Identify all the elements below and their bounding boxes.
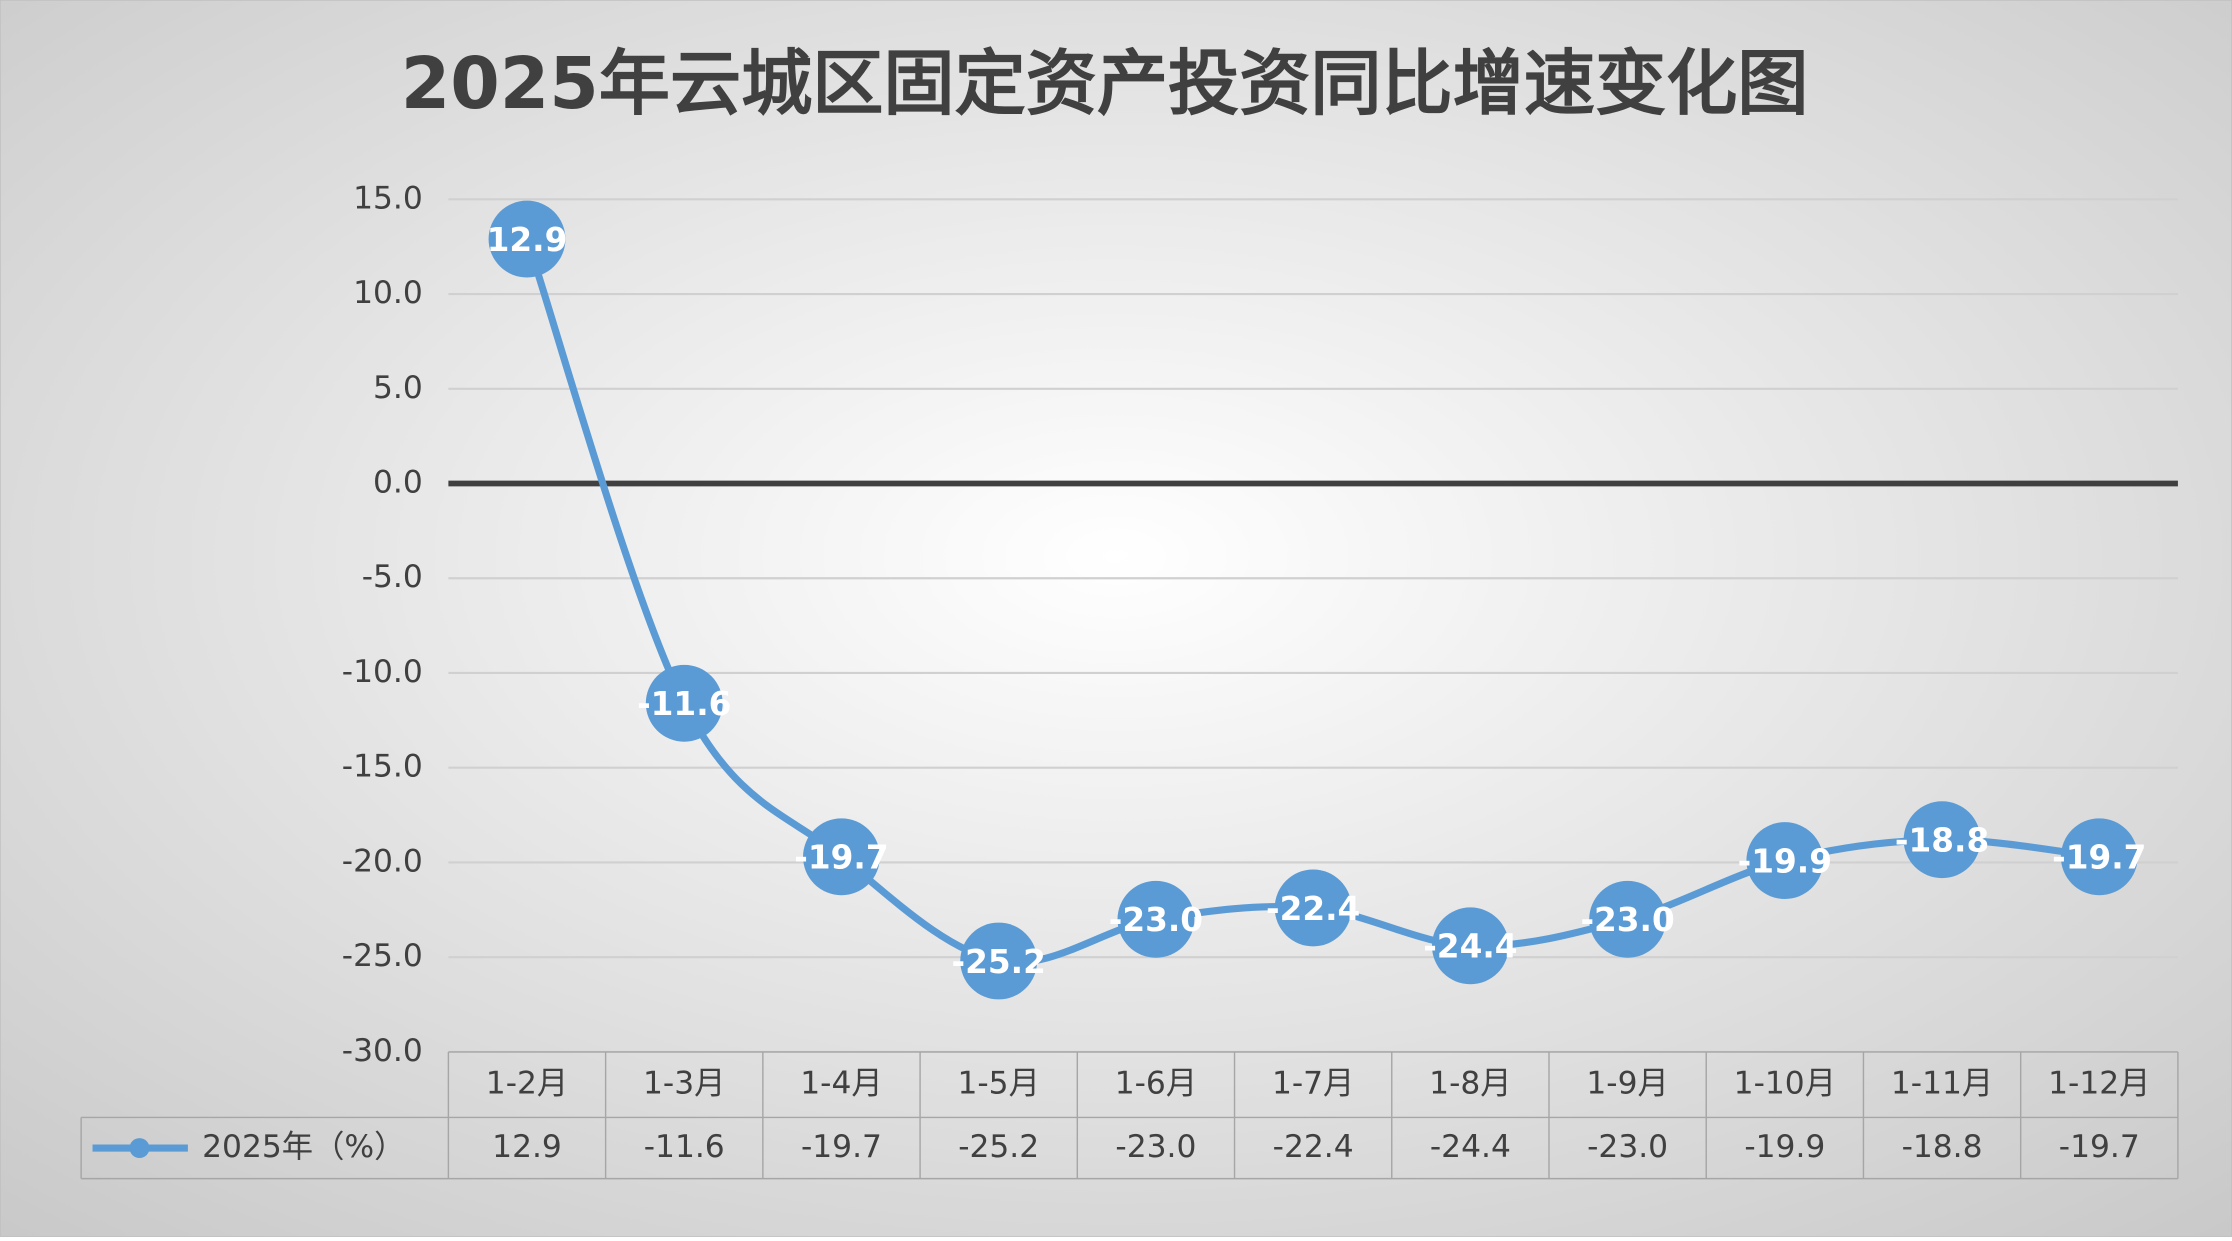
x-tick-label: 1-2月 <box>486 1066 568 1102</box>
marker <box>1746 822 1824 900</box>
marker <box>960 922 1038 1000</box>
x-tick-label: 1-12月 <box>2048 1066 2150 1102</box>
x-tick-label: 1-4月 <box>800 1066 882 1102</box>
marker <box>645 664 723 742</box>
y-tick-label: -30.0 <box>342 1033 423 1069</box>
marker <box>803 818 880 896</box>
chart-title: 2025年云城区固定资产投资同比增速变化图 <box>401 42 1809 125</box>
table-value: -19.9 <box>1744 1129 1825 1165</box>
x-tick-label: 1-10月 <box>1734 1066 1836 1102</box>
y-tick-label: -25.0 <box>342 938 423 974</box>
table-value: -22.4 <box>1273 1129 1354 1165</box>
y-tick-label: -15.0 <box>342 749 423 785</box>
marker <box>1274 869 1352 947</box>
x-tick-label: 1-6月 <box>1115 1066 1197 1102</box>
legend-marker <box>129 1138 150 1158</box>
data-label: -23.0 <box>1109 901 1203 939</box>
y-tick-label: 15.0 <box>353 180 423 216</box>
marker <box>1117 880 1195 958</box>
data-label: -19.9 <box>1738 842 1832 880</box>
data-label: -19.7 <box>2052 839 2146 877</box>
table-value: -11.6 <box>644 1129 725 1165</box>
x-tick-label: 1-9月 <box>1586 1066 1668 1102</box>
data-label: -18.8 <box>1895 822 1989 860</box>
data-label: -25.2 <box>952 943 1046 981</box>
table-value: -19.7 <box>801 1129 882 1165</box>
x-tick-label: 1-8月 <box>1429 1066 1511 1102</box>
data-label: -23.0 <box>1580 901 1674 939</box>
table-value: -24.4 <box>1430 1129 1511 1165</box>
table-value: -18.8 <box>1902 1129 1983 1165</box>
data-label: -24.4 <box>1423 928 1517 966</box>
legend-label: 2025年（%） <box>202 1129 405 1165</box>
y-tick-label: -10.0 <box>342 654 423 690</box>
y-tick-label: 10.0 <box>353 275 423 311</box>
marker <box>488 200 566 278</box>
y-tick-label: 0.0 <box>373 465 423 501</box>
marker <box>1903 801 1981 879</box>
data-label: -22.4 <box>1266 890 1360 928</box>
x-tick-label: 1-5月 <box>957 1066 1039 1102</box>
data-label: -19.7 <box>794 839 888 877</box>
x-tick-label: 1-11月 <box>1891 1066 1993 1102</box>
y-tick-label: -5.0 <box>362 559 423 595</box>
data-label: -11.6 <box>637 685 731 723</box>
table-value: -19.7 <box>2059 1129 2140 1165</box>
y-tick-label: 5.0 <box>373 370 423 406</box>
table-value: -23.0 <box>1115 1129 1196 1165</box>
data-label: 12.9 <box>487 221 568 259</box>
table-value: -23.0 <box>1587 1129 1668 1165</box>
table-value: -25.2 <box>958 1129 1039 1165</box>
table-value: 12.9 <box>492 1129 562 1165</box>
x-tick-label: 1-3月 <box>643 1066 725 1102</box>
marker <box>1589 880 1667 958</box>
x-tick-label: 1-7月 <box>1272 1066 1354 1102</box>
marker <box>2060 818 2138 896</box>
y-tick-label: -20.0 <box>342 843 423 879</box>
marker <box>1431 907 1509 985</box>
